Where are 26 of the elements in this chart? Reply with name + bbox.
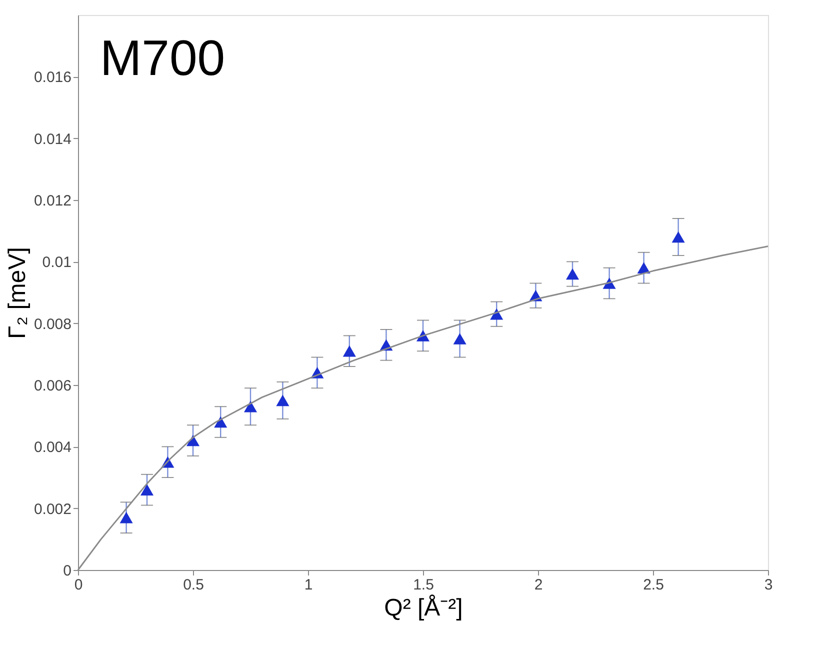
point — [453, 333, 466, 344]
point — [566, 268, 580, 280]
point — [276, 394, 290, 406]
x-tick-label: 1.5 — [413, 576, 434, 594]
y-tick-label: 0 — [63, 562, 72, 580]
y-tick-label: 0.004 — [34, 439, 72, 456]
point — [140, 484, 154, 496]
x-tick-label: 2.5 — [643, 576, 664, 594]
x-axis-title: Q² [Å⁻²] — [384, 594, 463, 622]
y-tick-label: 0.01 — [42, 254, 72, 272]
x-tick-label: 1 — [304, 576, 313, 594]
point — [120, 512, 133, 524]
point — [342, 345, 356, 357]
y-tick-label: 0.014 — [34, 130, 72, 148]
x-tick-label: 2 — [534, 576, 543, 594]
x-tick-label: 3 — [764, 576, 773, 594]
y-tick-label: 0.002 — [34, 500, 72, 518]
y-tick-label: 0.012 — [34, 192, 72, 210]
y-tick-label: 0.016 — [34, 69, 72, 86]
point — [672, 231, 685, 243]
x-tick-label: 0.5 — [183, 576, 204, 594]
y-axis-title: Γ₂ [meV] — [4, 247, 31, 339]
chart-title: M700 — [100, 30, 226, 86]
y-tick-label: 0.006 — [34, 378, 72, 394]
x-tick-label: 0 — [74, 576, 83, 594]
y-tick-label: 0.008 — [34, 316, 72, 333]
